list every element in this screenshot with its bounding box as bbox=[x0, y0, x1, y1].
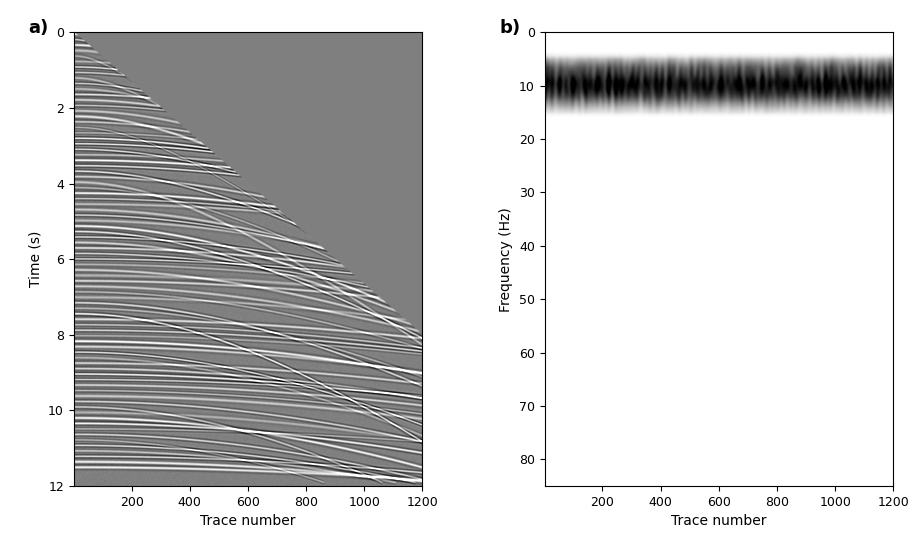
Y-axis label: Frequency (Hz): Frequency (Hz) bbox=[499, 207, 513, 312]
X-axis label: Trace number: Trace number bbox=[201, 514, 296, 528]
Y-axis label: Time (s): Time (s) bbox=[29, 231, 42, 287]
Text: b): b) bbox=[499, 19, 520, 37]
Text: a): a) bbox=[29, 19, 49, 37]
X-axis label: Trace number: Trace number bbox=[671, 514, 766, 528]
